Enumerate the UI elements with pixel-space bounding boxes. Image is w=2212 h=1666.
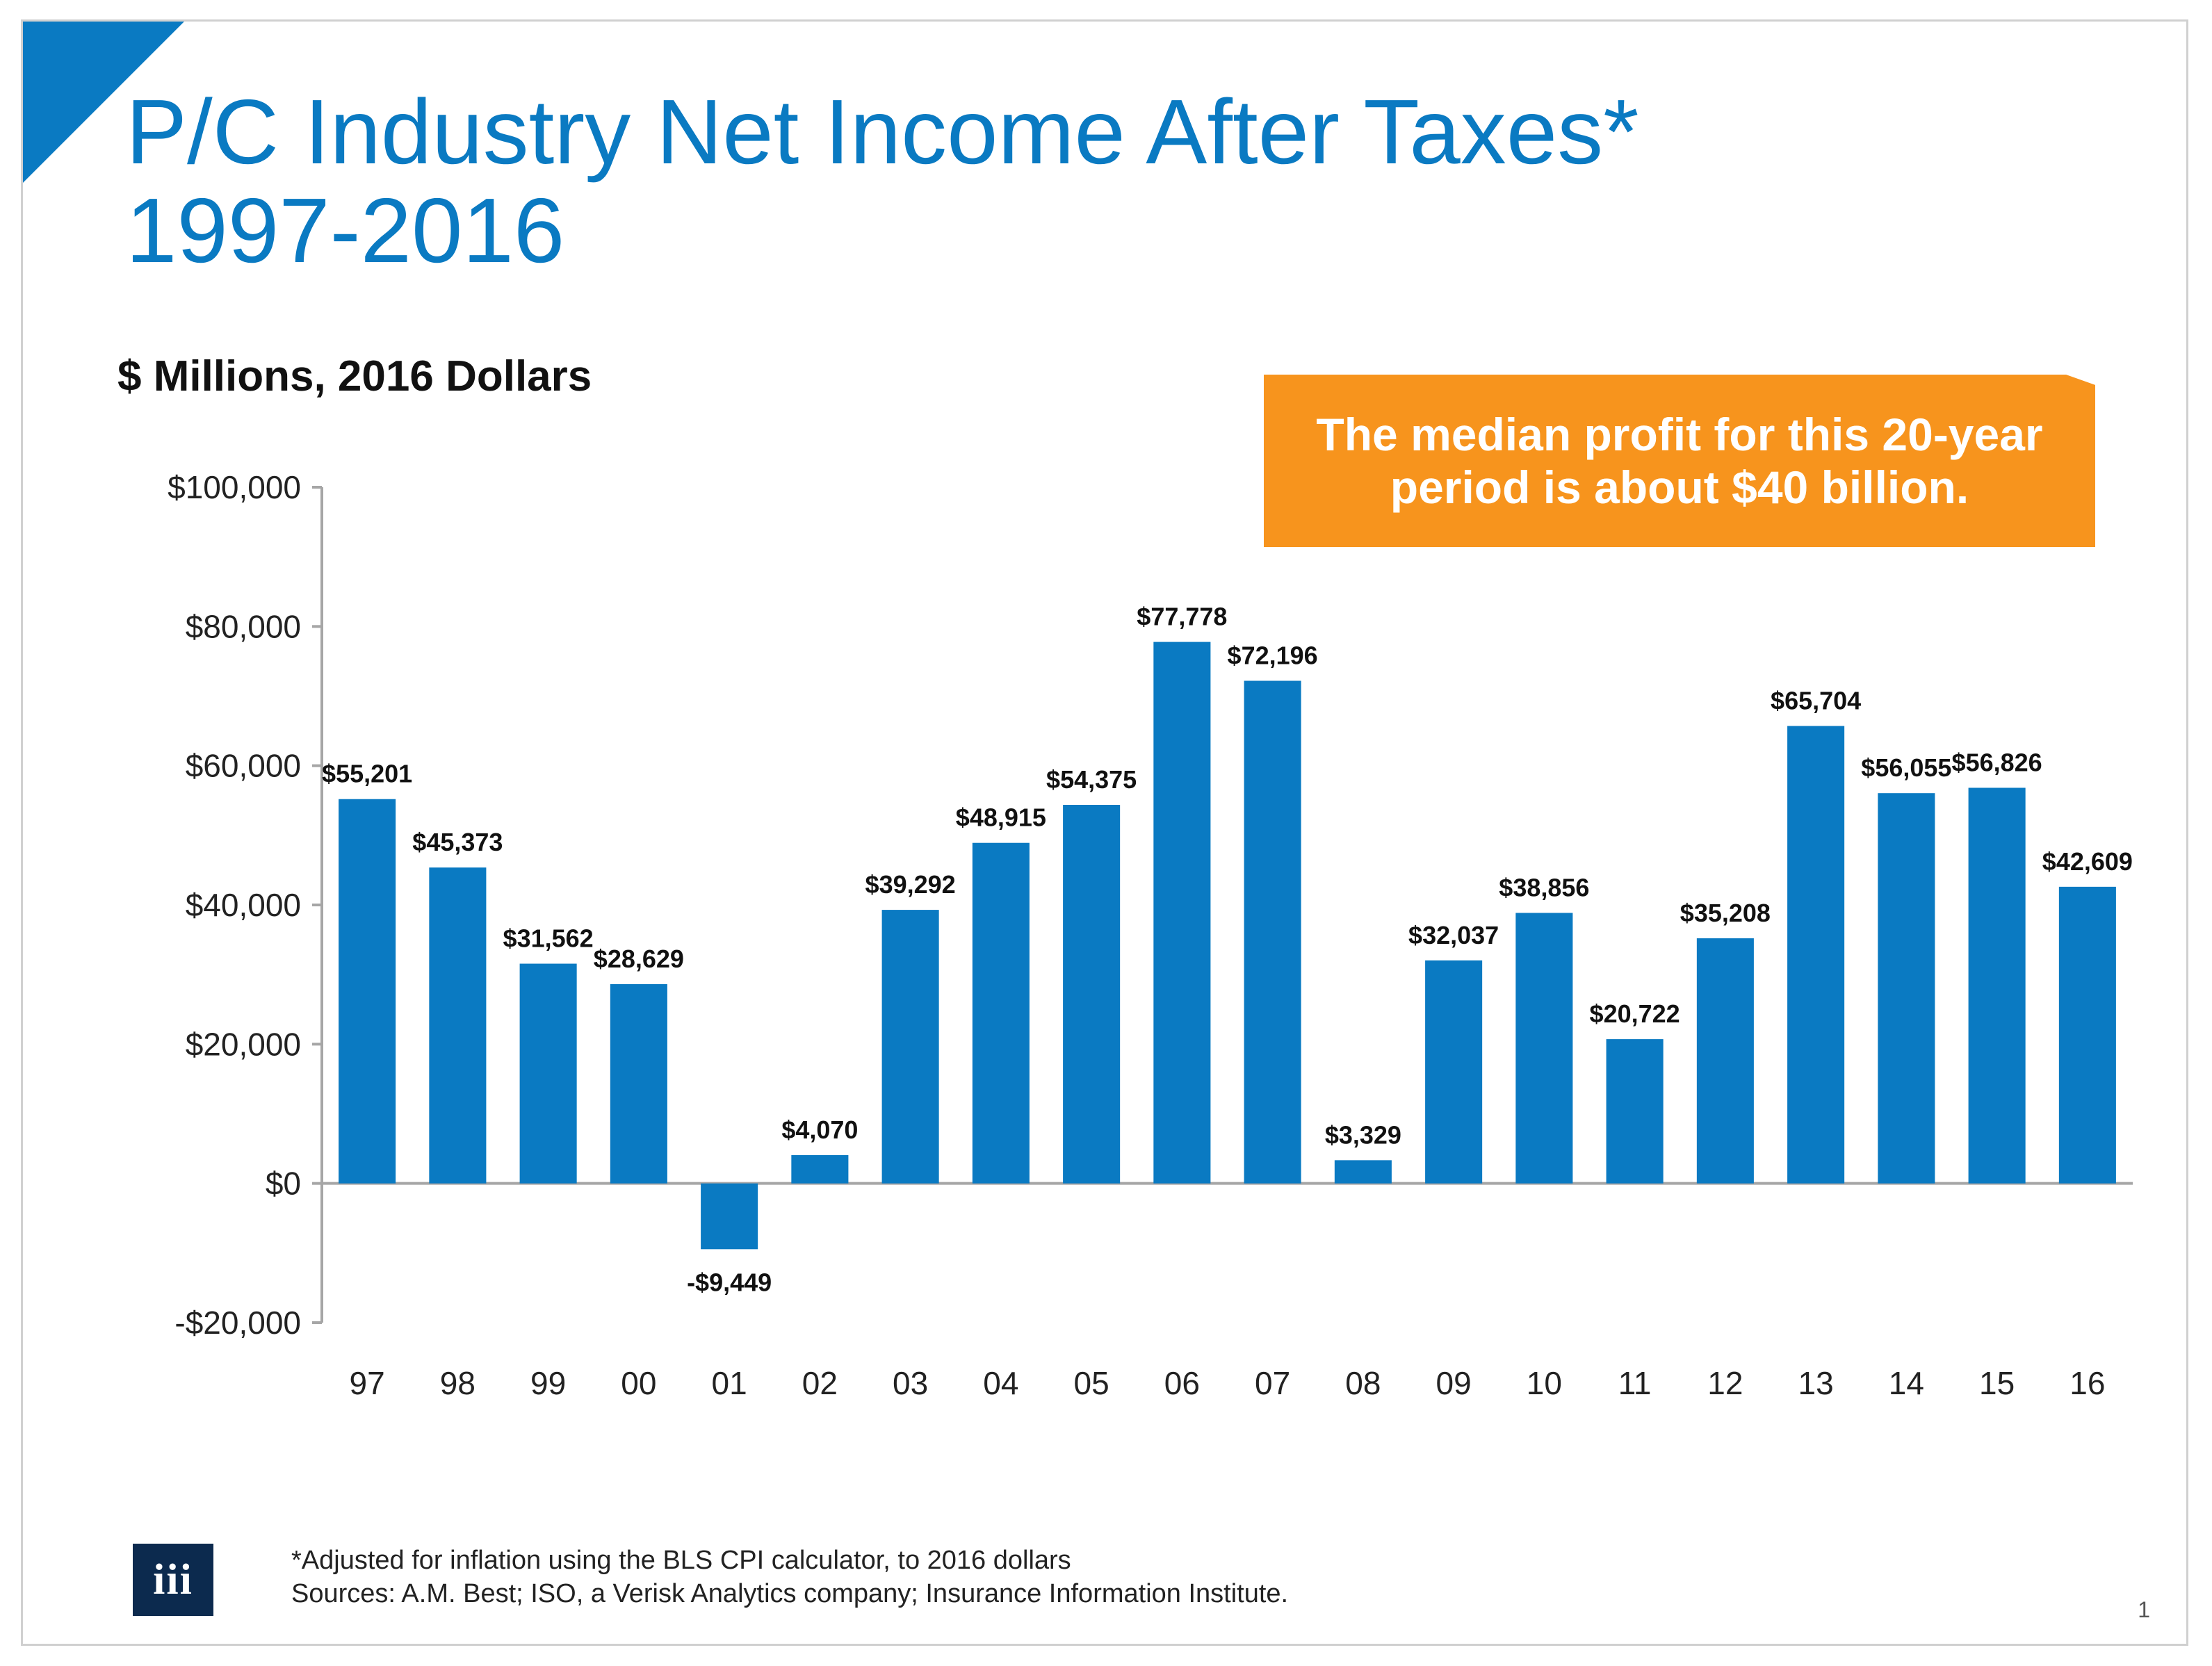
x-tick-label-03: 03 (893, 1365, 928, 1401)
data-label-04: $48,915 (956, 803, 1046, 832)
data-label-10: $38,856 (1499, 873, 1589, 901)
iii-logo: iii (133, 1544, 213, 1616)
y-tick-label: $40,000 (186, 887, 301, 923)
footnote-adjustment: *Adjusted for inflation using the BLS CP… (291, 1546, 1071, 1575)
x-tick-label-04: 04 (983, 1365, 1018, 1401)
data-label-05: $54,375 (1046, 765, 1137, 794)
data-label-97: $55,201 (322, 760, 412, 788)
median-callout: The median profit for this 20-year perio… (1264, 375, 2095, 547)
bar-00 (610, 983, 667, 1184)
slide: P/C Industry Net Income After Taxes* 199… (21, 19, 2188, 1646)
x-tick-label-02: 02 (802, 1365, 838, 1401)
bar-03 (881, 910, 939, 1184)
y-tick-label: -$20,000 (174, 1305, 301, 1341)
bar-05 (1063, 805, 1121, 1184)
data-label-02: $4,070 (781, 1116, 858, 1144)
x-tick-label-11: 11 (1618, 1365, 1652, 1401)
x-tick-label-98: 98 (440, 1365, 475, 1401)
bar-10 (1515, 913, 1573, 1184)
x-tick-label-97: 97 (350, 1365, 385, 1401)
bar-08 (1334, 1160, 1392, 1184)
bar-02 (791, 1154, 849, 1184)
data-label-06: $77,778 (1137, 603, 1227, 631)
data-label-11: $20,722 (1590, 999, 1680, 1028)
title-line-1: P/C Industry Net Income After Taxes* (126, 81, 1639, 183)
data-label-13: $65,704 (1771, 687, 1861, 715)
x-tick-label-07: 07 (1255, 1365, 1290, 1401)
data-label-01: -$9,449 (687, 1268, 772, 1296)
corner-accent-triangle (23, 22, 184, 183)
bar-06 (1153, 642, 1211, 1184)
page-title: P/C Industry Net Income After Taxes* 199… (126, 83, 1639, 280)
bar-09 (1425, 960, 1483, 1184)
y-tick-label: $100,000 (168, 469, 301, 505)
bar-16 (2058, 886, 2116, 1184)
y-tick-label: $20,000 (186, 1026, 301, 1062)
x-tick-label-15: 15 (1979, 1365, 2015, 1401)
x-tick-label-14: 14 (1889, 1365, 1924, 1401)
bar-12 (1696, 938, 1754, 1184)
data-label-98: $45,373 (412, 828, 503, 856)
data-label-03: $39,292 (865, 870, 956, 899)
units-label: $ Millions, 2016 Dollars (117, 352, 592, 400)
y-tick-label: $0 (266, 1166, 301, 1202)
y-tick-label: $60,000 (186, 748, 301, 784)
title-line-2: 1997-2016 (126, 179, 565, 281)
x-tick-label-16: 16 (2069, 1365, 2105, 1401)
data-label-16: $42,609 (2042, 847, 2133, 876)
data-label-09: $32,037 (1408, 921, 1499, 949)
bar-15 (1968, 787, 2026, 1184)
x-tick-label-01: 01 (712, 1365, 747, 1401)
bar-04 (972, 842, 1030, 1184)
footnote: *Adjusted for inflation using the BLS CP… (291, 1544, 1288, 1610)
data-label-99: $31,562 (503, 924, 594, 953)
bar-chart: $100,000 $80,000 $60,000 $40,000 $20,000 $0 -$… (168, 469, 2133, 1401)
bar-14 (1878, 793, 1935, 1184)
x-tick-label-99: 99 (530, 1365, 566, 1401)
x-tick-label-08: 08 (1345, 1365, 1381, 1401)
x-tick-label-13: 13 (1798, 1365, 1834, 1401)
footnote-sources: Sources: A.M. Best; ISO, a Verisk Analyt… (291, 1579, 1289, 1608)
data-label-15: $56,826 (1952, 748, 2042, 776)
bar-07 (1244, 680, 1301, 1184)
bar-97 (339, 799, 396, 1184)
bar-99 (519, 963, 577, 1184)
y-tick-label: $80,000 (186, 608, 301, 644)
x-tick-label-00: 00 (621, 1365, 656, 1401)
page-number: 1 (2138, 1597, 2150, 1622)
data-label-07: $72,196 (1228, 642, 1318, 670)
bar-13 (1787, 726, 1845, 1184)
x-tick-label-09: 09 (1436, 1365, 1472, 1401)
data-label-08: $3,329 (1325, 1120, 1401, 1149)
bar-11 (1606, 1039, 1664, 1184)
x-tick-label-06: 06 (1164, 1365, 1200, 1401)
x-tick-label-12: 12 (1707, 1365, 1743, 1401)
data-label-14: $56,055 (1861, 753, 1951, 782)
x-tick-label-05: 05 (1074, 1365, 1109, 1401)
data-label-00: $28,629 (594, 945, 684, 973)
bar-01 (701, 1183, 758, 1250)
bar-98 (429, 867, 487, 1184)
data-label-12: $35,208 (1680, 899, 1771, 927)
x-tick-label-10: 10 (1527, 1365, 1562, 1401)
